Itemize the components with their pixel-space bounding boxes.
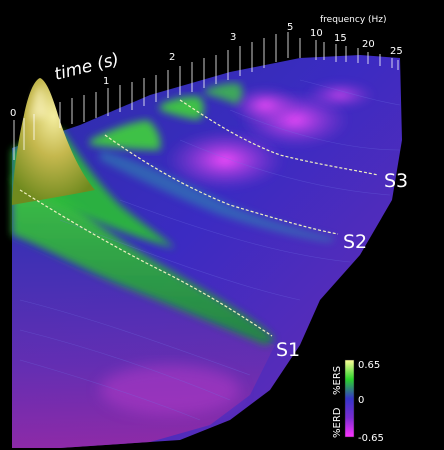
- frequency-axis-label: frequency (Hz): [320, 15, 387, 25]
- frequency-tick-10: 10: [310, 28, 323, 39]
- time-tick-3: 3: [230, 32, 236, 43]
- stream-line-s1: [19, 189, 273, 337]
- ers-peak-highlight: [30, 85, 48, 120]
- colorbar-gradient: [344, 359, 355, 438]
- frequency-tick-25: 25: [390, 46, 403, 57]
- erd-patch-3: [230, 87, 300, 123]
- surface-texture: [19, 79, 401, 421]
- erd-patch-4: [305, 81, 375, 109]
- ers-ridge-back-3: [205, 83, 243, 104]
- stream-label-s1: S1: [276, 339, 300, 361]
- time-axis-label: time (s): [52, 49, 121, 84]
- frequency-tick-15: 15: [334, 33, 347, 44]
- colorbar-label-erd: %ERD: [332, 407, 343, 438]
- frequency-tick-5: 5: [287, 22, 293, 33]
- ers-ridge-back-1: [90, 120, 161, 150]
- ers-ridge-back-2: [160, 96, 204, 120]
- stream-label-s3: S3: [384, 170, 408, 192]
- time-axis-ticks: [13, 32, 289, 160]
- frequency-axis-ticks: [299, 38, 399, 70]
- stream-line-s2: [104, 134, 339, 235]
- colorbar-mid: 0: [358, 395, 364, 406]
- colorbar-min: -0.65: [358, 433, 384, 444]
- ers-ridge-s2: [100, 150, 335, 242]
- colorbar-max: 0.65: [358, 360, 380, 371]
- colorbar-label-ers: %ERS: [332, 366, 343, 395]
- stream-label-s2: S2: [343, 231, 367, 253]
- time-tick-0: 0: [10, 108, 16, 119]
- erd-patch-5: [100, 365, 240, 415]
- frequency-tick-20: 20: [362, 39, 375, 50]
- time-tick-1: 1: [103, 76, 109, 87]
- colorbar: 0.65 0 -0.65 %ERS %ERD: [332, 359, 384, 444]
- time-tick-2: 2: [169, 52, 175, 63]
